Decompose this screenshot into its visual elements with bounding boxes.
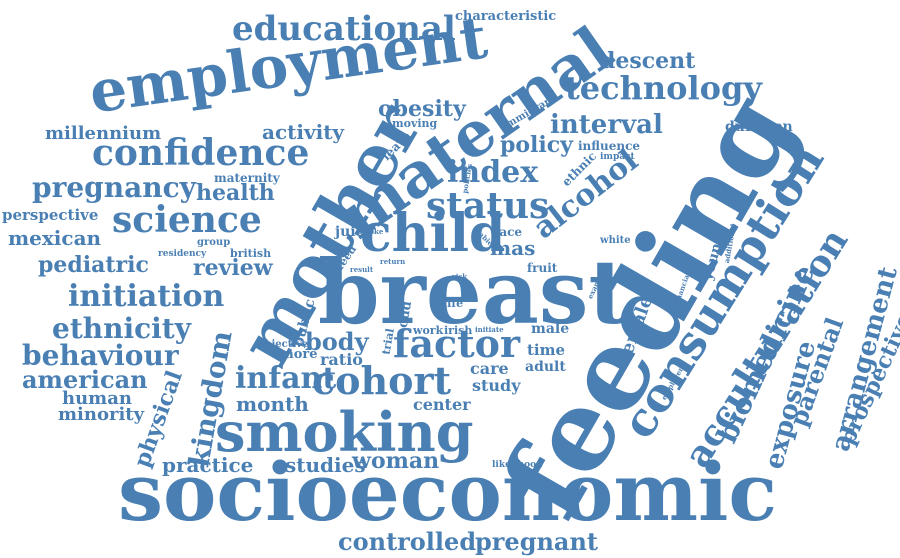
word-race: race — [493, 225, 523, 239]
word-more: more — [280, 347, 318, 362]
word-initiate: initiate — [475, 325, 504, 334]
word-science: science — [112, 199, 262, 241]
word-pediatric: pediatric — [38, 252, 149, 278]
word-smoke: smoke — [358, 227, 384, 236]
word-american: american — [22, 365, 148, 394]
word-technology: technology — [565, 69, 762, 107]
word-objective: objective — [258, 339, 309, 350]
word-center: center — [413, 395, 471, 414]
word-pregnancy: pregnancy — [32, 171, 196, 204]
word-ratio: ratio — [320, 350, 363, 369]
word-factor: factor — [393, 321, 521, 366]
word-pregnant: pregnant — [475, 527, 599, 556]
word-obesity: obesity — [378, 96, 466, 122]
word-perspective: perspective — [2, 206, 99, 224]
word-mas: mas — [490, 236, 536, 260]
word-white: white — [600, 235, 631, 246]
word-adult: adult — [525, 359, 566, 375]
word-juice: juice — [335, 224, 373, 240]
word-breast: breast — [318, 240, 630, 344]
word-british: british — [230, 247, 272, 260]
word-behaviour: behaviour — [22, 339, 179, 372]
word-work: work — [413, 324, 444, 337]
word-infant: infant — [235, 361, 337, 396]
word-residency: residency — [158, 249, 207, 259]
word-care: care — [470, 359, 509, 378]
word-cohort: cohort — [312, 358, 452, 403]
word-millennium: millennium — [45, 123, 162, 144]
word-group: group — [197, 237, 231, 248]
word-policy: policy — [500, 132, 573, 158]
word-minority: minority — [58, 404, 145, 425]
word-child: child — [360, 203, 506, 264]
word-ethnicity: ethnicity — [52, 312, 191, 345]
word-duration: duration — [725, 119, 793, 135]
word-interval: interval — [550, 110, 663, 140]
word-return: return — [380, 257, 406, 266]
word-index: index — [447, 155, 539, 190]
word-result: result — [350, 265, 374, 274]
word-study: study — [472, 376, 521, 395]
word-month: month — [236, 392, 309, 416]
word-status: status — [426, 185, 550, 227]
word-life: life — [443, 297, 464, 310]
word-activity: activity — [262, 120, 345, 144]
word-socioeconomic: socioeconomic — [118, 445, 778, 539]
word-human: human — [62, 388, 132, 409]
word-male: male — [531, 321, 570, 337]
word-smoking: smoking — [215, 400, 474, 464]
word-mexican: mexican — [8, 226, 102, 250]
word-controlled: controlled — [338, 527, 477, 556]
word-body: body — [305, 327, 369, 356]
word-risk: risk — [452, 272, 468, 281]
word-health: health — [196, 180, 275, 206]
word-woman: woman — [352, 448, 440, 474]
word-likelihood: likelihood — [492, 460, 543, 470]
word-influence: influence — [578, 139, 641, 153]
word-practice: practice — [162, 453, 254, 477]
word-descent: descent — [600, 48, 696, 74]
word-studies: studies — [285, 453, 366, 477]
word-moving: moving — [392, 117, 438, 130]
word-impact: impact — [600, 152, 635, 162]
word-irish: irish — [444, 324, 473, 337]
word-time: time — [527, 341, 566, 359]
word-initiation: initiation — [68, 279, 225, 314]
word-educational: educational — [232, 9, 456, 49]
word-fruit: fruit — [527, 261, 558, 275]
word-confidence: confidence — [92, 132, 310, 174]
word-characteristic: characteristic — [455, 9, 557, 24]
word-maternity: maternity — [214, 171, 280, 185]
word-review: review — [193, 255, 273, 281]
